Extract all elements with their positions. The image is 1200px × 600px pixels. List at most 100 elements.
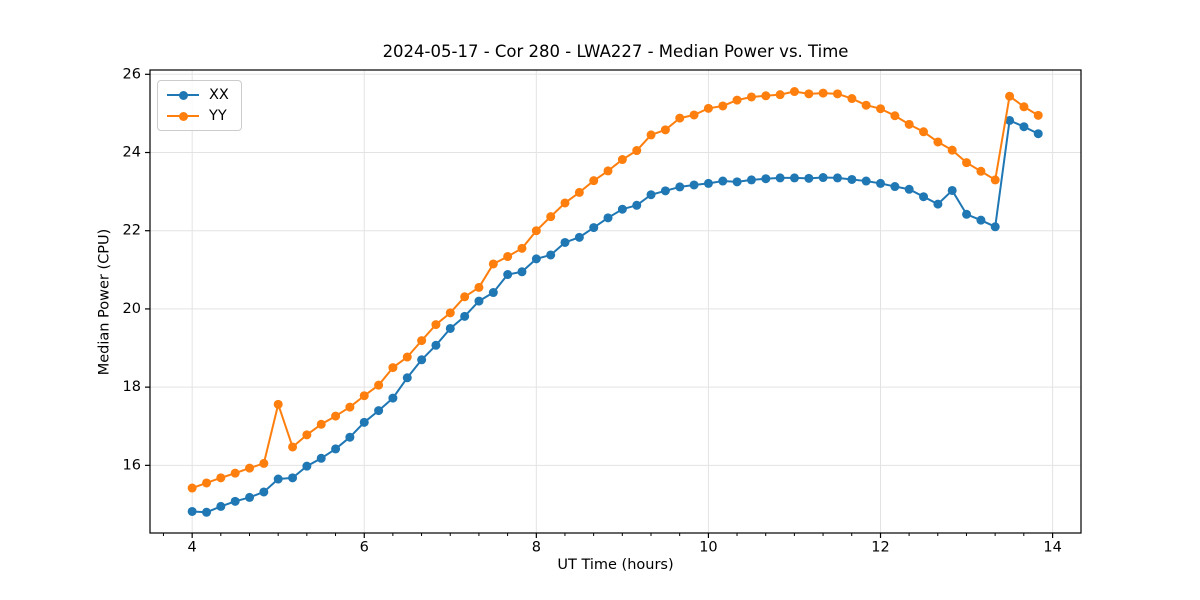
legend-swatch-yy bbox=[167, 111, 199, 122]
data-point-yy bbox=[302, 430, 312, 440]
data-point-yy bbox=[574, 187, 584, 197]
data-point-xx bbox=[345, 432, 355, 442]
data-point-xx bbox=[474, 296, 484, 306]
legend-item-yy: YY bbox=[167, 108, 229, 124]
data-point-yy bbox=[460, 292, 470, 302]
data-point-xx bbox=[933, 199, 943, 209]
y-axis-label: Median Power (CPU) bbox=[96, 228, 113, 376]
data-point-xx bbox=[488, 288, 498, 298]
data-point-yy bbox=[804, 89, 814, 99]
data-point-yy bbox=[345, 402, 355, 412]
data-point-yy bbox=[388, 363, 398, 373]
data-point-yy bbox=[245, 463, 255, 473]
data-point-yy bbox=[947, 145, 957, 155]
y-tick-label: 22 bbox=[123, 223, 141, 239]
x-tick-label: 14 bbox=[1043, 540, 1061, 556]
data-point-yy bbox=[876, 104, 886, 114]
data-point-xx bbox=[216, 501, 226, 511]
data-point-xx bbox=[947, 185, 957, 195]
data-point-yy bbox=[962, 158, 972, 168]
data-point-yy bbox=[359, 391, 369, 401]
x-tick-label: 12 bbox=[871, 540, 889, 556]
data-point-yy bbox=[1005, 91, 1015, 101]
legend-swatch-xx bbox=[167, 90, 199, 101]
data-point-xx bbox=[517, 267, 527, 277]
data-point-yy bbox=[603, 166, 613, 176]
data-point-xx bbox=[761, 174, 771, 184]
data-point-yy bbox=[933, 137, 943, 147]
data-point-yy bbox=[976, 166, 986, 176]
data-point-xx bbox=[861, 176, 871, 186]
x-tick-label: 8 bbox=[532, 540, 541, 556]
data-point-yy bbox=[746, 92, 756, 102]
series-line-xx bbox=[192, 119, 1039, 514]
data-point-xx bbox=[746, 175, 756, 185]
data-point-xx bbox=[1019, 122, 1029, 132]
data-point-xx bbox=[689, 180, 699, 190]
data-point-yy bbox=[847, 94, 857, 104]
data-point-xx bbox=[288, 473, 298, 483]
data-point-yy bbox=[732, 95, 742, 105]
y-tick-label: 16 bbox=[123, 457, 141, 473]
data-point-xx bbox=[703, 178, 713, 188]
data-point-xx bbox=[732, 177, 742, 187]
data-point-yy bbox=[474, 282, 484, 292]
data-point-xx bbox=[847, 174, 857, 184]
data-point-yy bbox=[761, 91, 771, 101]
x-tick-label: 4 bbox=[188, 540, 197, 556]
data-point-xx bbox=[546, 250, 556, 260]
data-point-yy bbox=[890, 111, 900, 121]
data-point-xx bbox=[1033, 129, 1043, 139]
data-point-yy bbox=[216, 473, 226, 483]
data-point-xx bbox=[718, 176, 728, 186]
data-point-xx bbox=[804, 173, 814, 183]
y-tick-label: 20 bbox=[123, 301, 141, 317]
data-point-xx bbox=[503, 270, 513, 280]
data-point-yy bbox=[517, 243, 527, 253]
y-tick-label: 18 bbox=[123, 379, 141, 395]
x-tick-label: 6 bbox=[360, 540, 369, 556]
data-point-xx bbox=[990, 222, 1000, 232]
data-point-xx bbox=[675, 182, 685, 192]
data-point-xx bbox=[259, 487, 269, 497]
data-point-yy bbox=[904, 119, 914, 129]
y-tick-label: 26 bbox=[123, 66, 141, 82]
data-point-xx bbox=[603, 213, 613, 223]
data-point-yy bbox=[990, 175, 1000, 185]
data-point-yy bbox=[331, 411, 341, 421]
data-point-yy bbox=[1019, 102, 1029, 112]
data-point-yy bbox=[919, 127, 929, 137]
data-point-yy bbox=[617, 155, 627, 165]
marker-dot-icon bbox=[178, 111, 188, 121]
data-point-xx bbox=[460, 311, 470, 321]
data-point-xx bbox=[775, 173, 785, 183]
data-point-xx bbox=[316, 453, 326, 463]
data-point-xx bbox=[359, 417, 369, 427]
data-point-yy bbox=[288, 442, 298, 452]
data-point-xx bbox=[832, 173, 842, 183]
data-point-yy bbox=[775, 90, 785, 100]
data-point-yy bbox=[703, 103, 713, 113]
data-point-xx bbox=[589, 223, 599, 233]
data-point-yy bbox=[374, 380, 384, 390]
series-xx bbox=[187, 115, 1043, 517]
data-point-xx bbox=[202, 507, 212, 517]
data-point-yy bbox=[660, 125, 670, 135]
data-point-xx bbox=[417, 355, 427, 365]
y-tick-label: 24 bbox=[123, 145, 141, 161]
x-axis-label: UT Time (hours) bbox=[557, 557, 674, 573]
data-point-xx bbox=[560, 237, 570, 247]
data-point-xx bbox=[245, 492, 255, 502]
data-point-yy bbox=[546, 212, 556, 222]
data-point-yy bbox=[818, 88, 828, 98]
data-point-yy bbox=[689, 110, 699, 120]
data-point-yy bbox=[417, 336, 427, 346]
data-point-xx bbox=[632, 200, 642, 210]
data-point-yy bbox=[230, 468, 240, 478]
data-point-xx bbox=[187, 506, 197, 516]
data-point-xx bbox=[230, 496, 240, 506]
x-tick-label: 10 bbox=[699, 540, 717, 556]
data-point-yy bbox=[488, 259, 498, 269]
data-point-yy bbox=[675, 113, 685, 123]
data-point-yy bbox=[531, 226, 541, 236]
